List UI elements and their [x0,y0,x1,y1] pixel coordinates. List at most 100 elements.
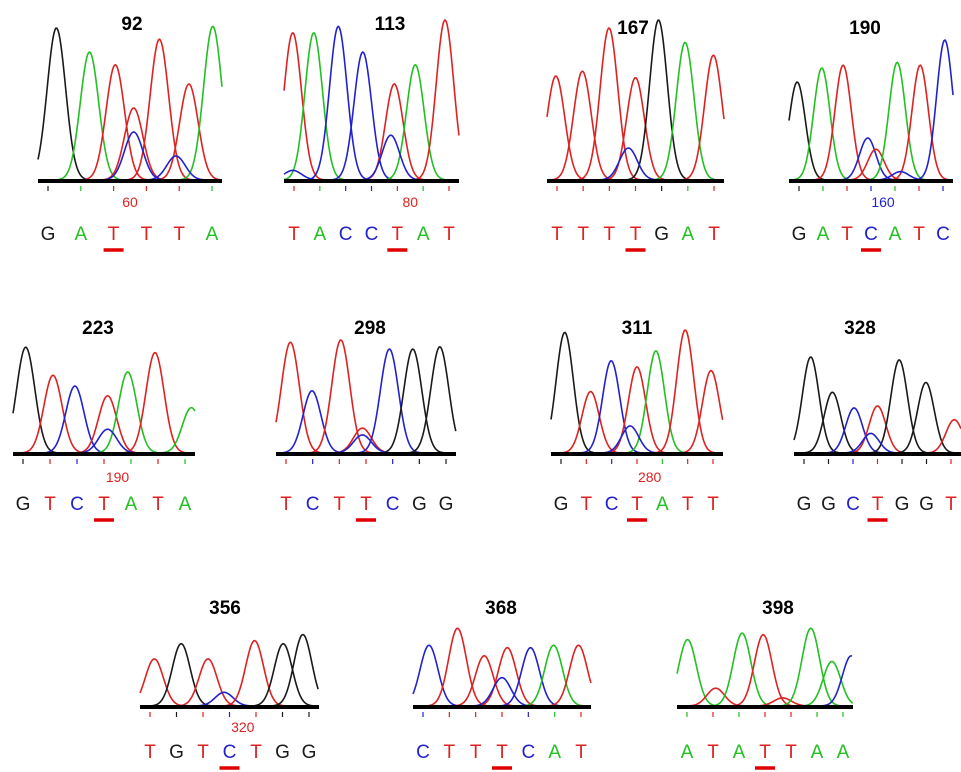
trace-peak-T [326,427,399,454]
trace-peak-C [576,360,645,454]
base-call-T: T [108,224,120,245]
trace-peak-T [573,27,644,181]
trace-peak-C [911,38,954,181]
base-call-A: A [179,494,192,515]
trace-peak-A [91,371,164,454]
trace-peak-T [556,390,625,454]
base-call-G: G [41,224,56,245]
base-call-T: T [152,494,164,515]
base-call-A: A [206,224,219,245]
base-call-T: T [631,494,643,515]
base-call-T: T [575,742,587,763]
base-call-T: T [44,494,56,515]
trace-peak-T [602,366,671,454]
base-call-T: T [392,224,404,245]
trace-peak-C [38,385,111,454]
base-call-T: T [280,494,292,515]
trace-peak-T [650,329,719,454]
trace-peak-A [380,63,451,181]
base-call-T: T [913,224,925,245]
panel-title: 311 [622,318,653,339]
base-call-G: G [895,494,910,515]
panel-title: 92 [121,14,142,35]
base-call-T: T [173,224,185,245]
base-call-A: A [656,494,669,515]
trace-peak-G [798,391,866,454]
trace-peak-T [546,75,592,181]
base-call-C: C [306,494,320,515]
base-call-G: G [169,742,184,763]
trace-peak-A [649,41,720,181]
base-call-A: A [681,742,694,763]
trace-peak-T [676,369,724,454]
base-call-G: G [654,224,669,245]
base-call-G: G [797,494,812,515]
trace-peak-G [865,359,932,454]
trace-peak-T [122,38,196,181]
trace-peak-T [677,54,725,181]
base-call-T: T [945,494,957,515]
base-call-T: T [496,742,508,763]
base-call-T: T [707,742,719,763]
trace-peak-G [550,331,600,454]
trace-peak-T [409,18,460,181]
base-call-A: A [74,224,87,245]
base-call-C: C [846,494,860,515]
base-call-A: A [313,224,326,245]
trace-peak-C [494,646,566,707]
panel-title: 368 [485,598,517,619]
base-call-G: G [821,494,836,515]
trace-peak-G [247,642,319,707]
panel-title: 167 [617,18,649,39]
base-call-G: G [412,494,427,515]
trace-peak-G [267,633,319,707]
base-call-T: T [682,494,694,515]
trace-peak-A [155,406,196,454]
base-call-T: T [334,494,346,515]
base-call-T: T [360,494,372,515]
base-call-T: T [250,742,262,763]
trace-peak-A [775,627,846,707]
base-call-A: A [548,742,561,763]
base-call-T: T [841,224,853,245]
base-call-C: C [339,224,353,245]
base-call-A: A [811,742,824,763]
base-call-T: T [604,224,616,245]
trace-peak-C [275,389,349,454]
panel-title: 298 [354,318,386,339]
base-call-C: C [605,494,619,515]
trace-peak-C [834,137,900,181]
panel-title: 113 [375,14,406,35]
trace-peak-A [706,632,777,707]
base-call-T: T [630,224,642,245]
base-call-C: C [386,494,400,515]
trace-peak-A [175,25,223,181]
panel-title: 190 [849,18,881,39]
base-call-T: T [141,224,153,245]
position-label: 320 [231,719,255,735]
base-call-A: A [889,224,902,245]
base-call-A: A [733,742,746,763]
panel-title: 356 [209,598,241,619]
trace-peak-G [892,381,959,454]
base-call-C: C [70,494,84,515]
trace-peak-T [448,655,520,707]
base-call-A: A [417,224,430,245]
trace-peak-G [793,356,845,454]
trace-peak-T [421,627,493,707]
base-call-T: T [288,224,300,245]
base-call-T: T [551,224,563,245]
trace-peak-T [139,658,191,707]
base-call-A: A [681,224,694,245]
base-call-T: T [444,742,456,763]
trace-peak-C [327,50,398,181]
trace-peak-A [864,61,930,181]
trace-peak-T [16,374,89,454]
